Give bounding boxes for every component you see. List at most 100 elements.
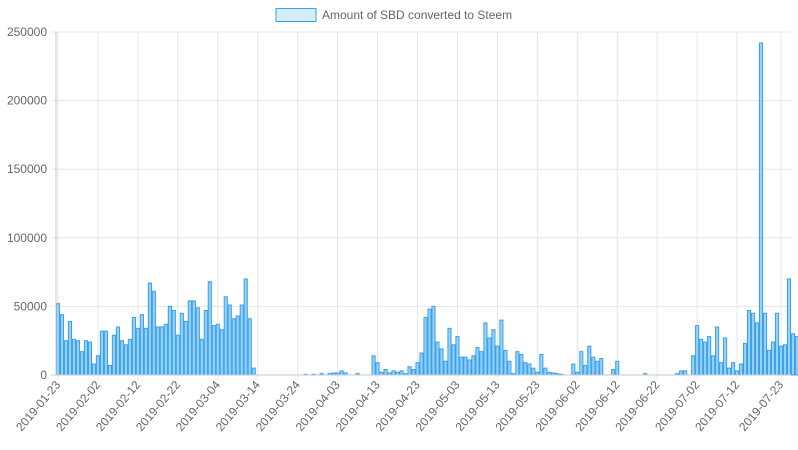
- bar[interactable]: [483, 322, 488, 376]
- bar[interactable]: [762, 312, 768, 376]
- bar[interactable]: [423, 316, 428, 376]
- bar[interactable]: [427, 308, 432, 376]
- bar[interactable]: [103, 330, 108, 376]
- bar[interactable]: [479, 351, 484, 376]
- bar[interactable]: [227, 304, 232, 376]
- bar[interactable]: [239, 304, 244, 376]
- bar[interactable]: [183, 320, 188, 376]
- bar[interactable]: [778, 345, 784, 376]
- bar[interactable]: [451, 344, 456, 376]
- bar[interactable]: [59, 314, 65, 376]
- bar[interactable]: [539, 353, 544, 376]
- bar[interactable]: [695, 325, 700, 376]
- bar[interactable]: [443, 360, 448, 376]
- bar[interactable]: [195, 307, 200, 376]
- bar[interactable]: [435, 341, 440, 376]
- bar[interactable]: [83, 340, 89, 376]
- bar[interactable]: [139, 314, 144, 376]
- bar[interactable]: [715, 326, 720, 376]
- bar[interactable]: [391, 370, 396, 376]
- bar[interactable]: [175, 334, 180, 376]
- bar[interactable]: [707, 336, 712, 376]
- bar[interactable]: [99, 330, 104, 376]
- bar[interactable]: [467, 359, 472, 376]
- bar[interactable]: [159, 326, 164, 376]
- bar[interactable]: [383, 369, 388, 376]
- bar[interactable]: [735, 370, 740, 376]
- bar[interactable]: [187, 300, 192, 376]
- bar[interactable]: [507, 360, 512, 376]
- bar[interactable]: [243, 278, 248, 376]
- bar[interactable]: [595, 360, 600, 376]
- bar[interactable]: [503, 349, 508, 376]
- bar[interactable]: [599, 358, 604, 376]
- bar[interactable]: [750, 312, 756, 376]
- bar[interactable]: [455, 336, 460, 376]
- bar[interactable]: [407, 366, 412, 376]
- bar[interactable]: [71, 338, 77, 376]
- bar[interactable]: [463, 356, 468, 376]
- bar[interactable]: [411, 369, 416, 376]
- bar[interactable]: [67, 320, 73, 376]
- bar[interactable]: [583, 364, 588, 376]
- bar[interactable]: [747, 310, 752, 376]
- bar[interactable]: [515, 351, 520, 376]
- bar[interactable]: [123, 344, 128, 376]
- bar[interactable]: [587, 345, 592, 376]
- bar[interactable]: [727, 367, 732, 376]
- bar[interactable]: [151, 290, 156, 376]
- bar[interactable]: [251, 367, 256, 376]
- bar[interactable]: [679, 370, 684, 376]
- bar[interactable]: [191, 300, 196, 376]
- bar[interactable]: [107, 364, 112, 376]
- bar[interactable]: [219, 329, 224, 376]
- bar[interactable]: [527, 363, 532, 376]
- bar[interactable]: [691, 355, 696, 376]
- bar[interactable]: [475, 347, 480, 376]
- bar[interactable]: [75, 340, 81, 376]
- bar[interactable]: [571, 363, 576, 376]
- bar[interactable]: [703, 341, 708, 376]
- bar[interactable]: [143, 327, 148, 376]
- bar[interactable]: [371, 355, 376, 376]
- bar[interactable]: [415, 362, 420, 376]
- bar[interactable]: [171, 310, 176, 376]
- bar[interactable]: [119, 340, 124, 376]
- bar[interactable]: [719, 362, 724, 376]
- bar[interactable]: [199, 338, 204, 376]
- bar[interactable]: [127, 338, 132, 376]
- bar[interactable]: [743, 342, 748, 376]
- bar[interactable]: [786, 278, 792, 376]
- bar[interactable]: [235, 315, 240, 376]
- bar[interactable]: [215, 323, 220, 376]
- bar[interactable]: [459, 356, 464, 376]
- bar[interactable]: [591, 356, 596, 376]
- bar[interactable]: [519, 353, 524, 376]
- bar[interactable]: [739, 363, 744, 376]
- bar[interactable]: [203, 310, 208, 376]
- bar[interactable]: [711, 355, 716, 376]
- bar[interactable]: [55, 303, 61, 376]
- bar[interactable]: [431, 305, 436, 376]
- bar[interactable]: [723, 337, 728, 376]
- bar[interactable]: [782, 344, 788, 376]
- bar[interactable]: [615, 360, 620, 376]
- bar[interactable]: [207, 281, 212, 376]
- bar[interactable]: [699, 338, 704, 376]
- bar[interactable]: [179, 312, 184, 376]
- bar[interactable]: [754, 322, 760, 376]
- bar[interactable]: [731, 362, 736, 376]
- bar[interactable]: [611, 369, 616, 376]
- bar[interactable]: [147, 282, 152, 376]
- bar[interactable]: [87, 341, 93, 376]
- bar[interactable]: [63, 340, 69, 376]
- bar[interactable]: [135, 327, 140, 376]
- bar[interactable]: [439, 348, 444, 376]
- bar[interactable]: [770, 341, 776, 376]
- bar[interactable]: [375, 362, 380, 376]
- bar[interactable]: [131, 316, 136, 376]
- bar[interactable]: [683, 370, 688, 376]
- bar[interactable]: [115, 326, 120, 376]
- bar[interactable]: [167, 305, 172, 376]
- bar[interactable]: [419, 352, 424, 376]
